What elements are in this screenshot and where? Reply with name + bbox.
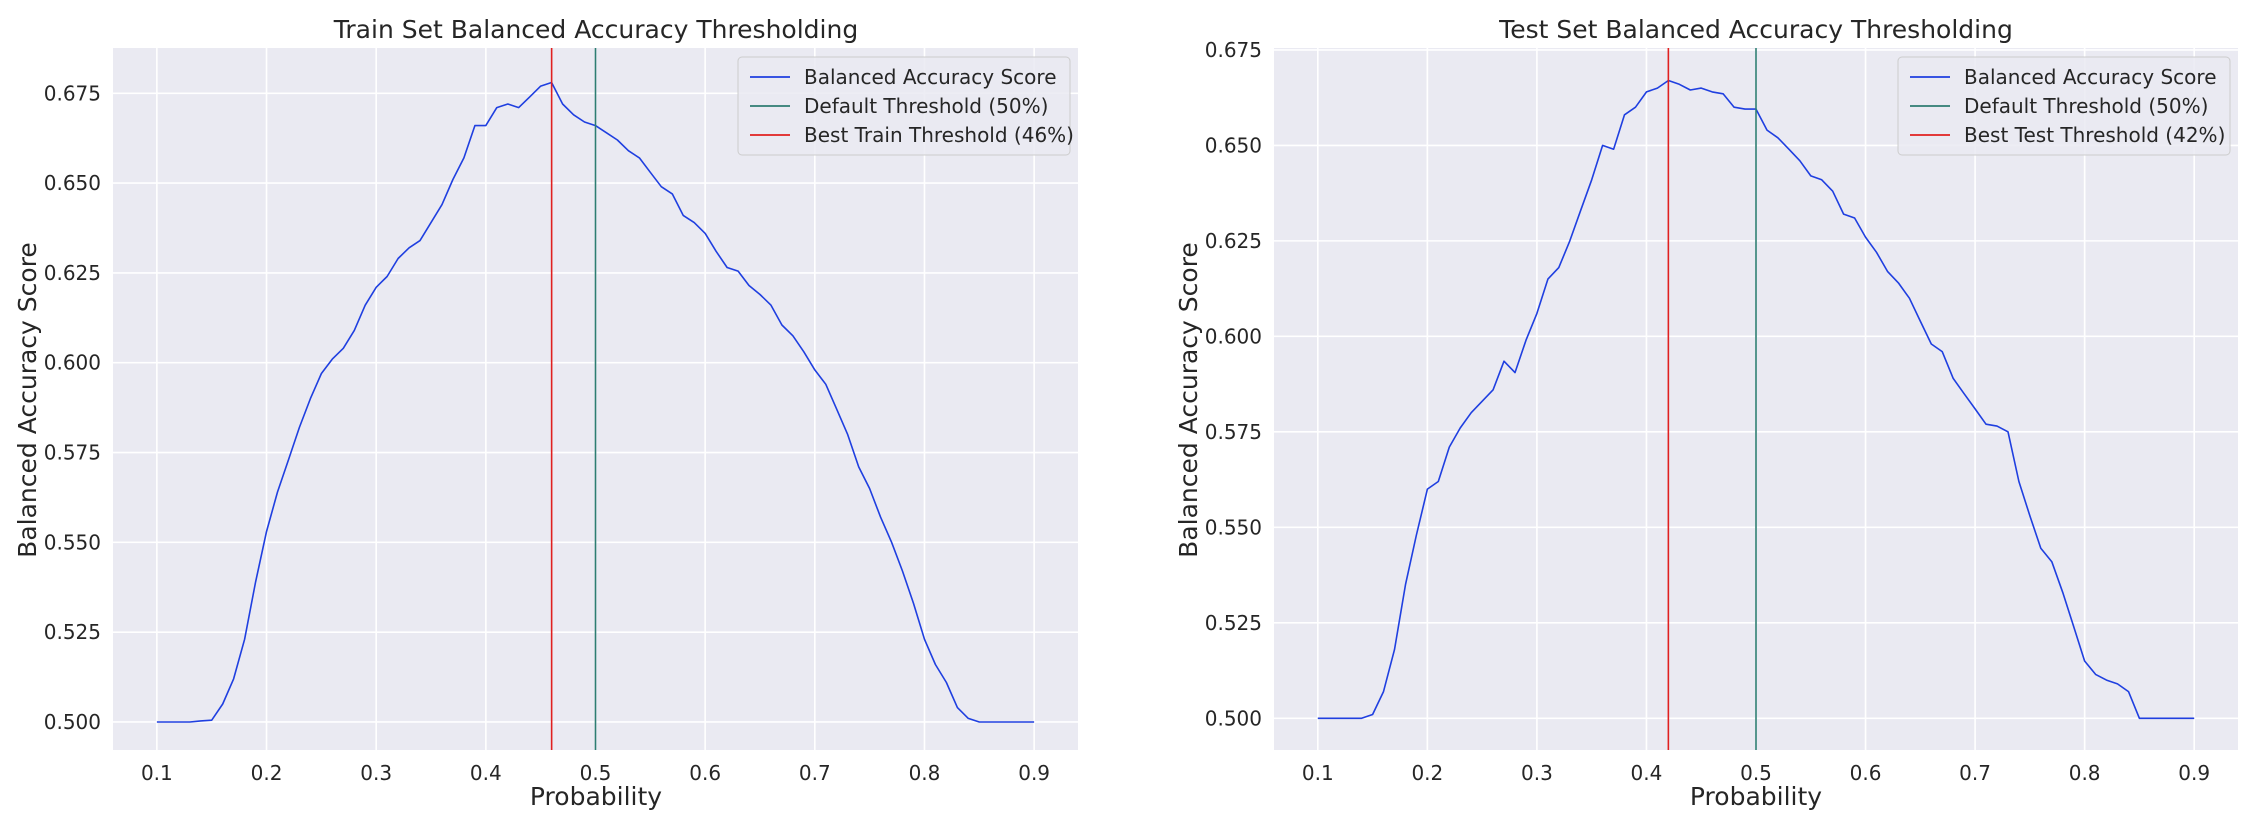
x-tick-label: 0.5 <box>1740 761 1772 785</box>
test-chart: Test Set Balanced Accuracy Thresholding … <box>1174 15 2238 811</box>
x-tick-label: 0.1 <box>141 761 173 785</box>
x-tick-label: 0.3 <box>1521 761 1553 785</box>
train-chart: Train Set Balanced Accuracy Thresholding… <box>13 15 1078 811</box>
x-tick-label: 0.8 <box>909 761 941 785</box>
y-tick-label: 0.600 <box>44 351 101 375</box>
legend-label: Best Train Threshold (46%) <box>804 123 1074 147</box>
x-tick-label: 0.9 <box>2178 761 2210 785</box>
y-tick-label: 0.525 <box>1205 611 1262 635</box>
legend: Balanced Accuracy Score Default Threshold… <box>737 56 1074 156</box>
y-tick-label: 0.500 <box>44 710 101 734</box>
x-tick-label: 0.8 <box>2069 761 2101 785</box>
x-tick-label: 0.4 <box>1631 761 1663 785</box>
x-tick-label: 0.3 <box>360 761 392 785</box>
legend-label: Default Threshold (50%) <box>1964 94 2208 118</box>
legend-box <box>1897 56 2231 156</box>
x-tick-label: 0.6 <box>689 761 721 785</box>
y-tick-label: 0.650 <box>1205 133 1262 157</box>
legend-label: Best Test Threshold (42%) <box>1964 123 2225 147</box>
plot-area: 0.1 0.2 0.3 0.4 0.5 0.6 0.7 0.8 0.9 0.500 0.525 0.5… <box>44 48 1078 785</box>
legend-label: Balanced Accuracy Score <box>1964 65 2217 89</box>
y-axis-label: Balanced Accuracy Score <box>1174 242 1203 558</box>
y-tick-label: 0.500 <box>1205 706 1262 730</box>
legend-label: Default Threshold (50%) <box>804 94 1048 118</box>
x-tick-label: 0.5 <box>580 761 612 785</box>
y-tick-label: 0.575 <box>1205 420 1262 444</box>
x-tick-label: 0.7 <box>1959 761 1991 785</box>
x-axis-label: Probability <box>1690 782 1822 811</box>
y-tick-label: 0.600 <box>1205 324 1262 348</box>
y-axis-label: Balanced Accuracy Score <box>13 242 42 558</box>
legend-label: Balanced Accuracy Score <box>804 65 1057 89</box>
y-tick-label: 0.625 <box>1205 229 1262 253</box>
x-tick-label: 0.7 <box>799 761 831 785</box>
y-tick-label: 0.525 <box>44 620 101 644</box>
y-tick-label: 0.550 <box>44 530 101 554</box>
x-tick-label: 0.6 <box>1850 761 1882 785</box>
y-tick-label: 0.575 <box>44 441 101 465</box>
x-tick-label: 0.2 <box>251 761 283 785</box>
chart-title: Train Set Balanced Accuracy Thresholding <box>333 15 858 44</box>
x-tick-label: 0.4 <box>470 761 502 785</box>
y-tick-label: 0.650 <box>44 171 101 195</box>
chart-title: Test Set Balanced Accuracy Thresholding <box>1498 15 2013 44</box>
y-tick-label: 0.675 <box>44 81 101 105</box>
legend-box <box>737 56 1071 156</box>
legend: Balanced Accuracy Score Default Threshold… <box>1897 56 2231 156</box>
x-tick-label: 0.1 <box>1302 761 1334 785</box>
plot-area: 0.1 0.2 0.3 0.4 0.5 0.6 0.7 0.8 0.9 0.500 0.525 0.5… <box>1205 38 2238 785</box>
x-axis-label: Probability <box>530 782 662 811</box>
x-tick-label: 0.9 <box>1018 761 1050 785</box>
y-tick-label: 0.550 <box>1205 515 1262 539</box>
y-tick-label: 0.675 <box>1205 38 1262 62</box>
y-tick-label: 0.625 <box>44 261 101 285</box>
x-tick-label: 0.2 <box>1411 761 1443 785</box>
